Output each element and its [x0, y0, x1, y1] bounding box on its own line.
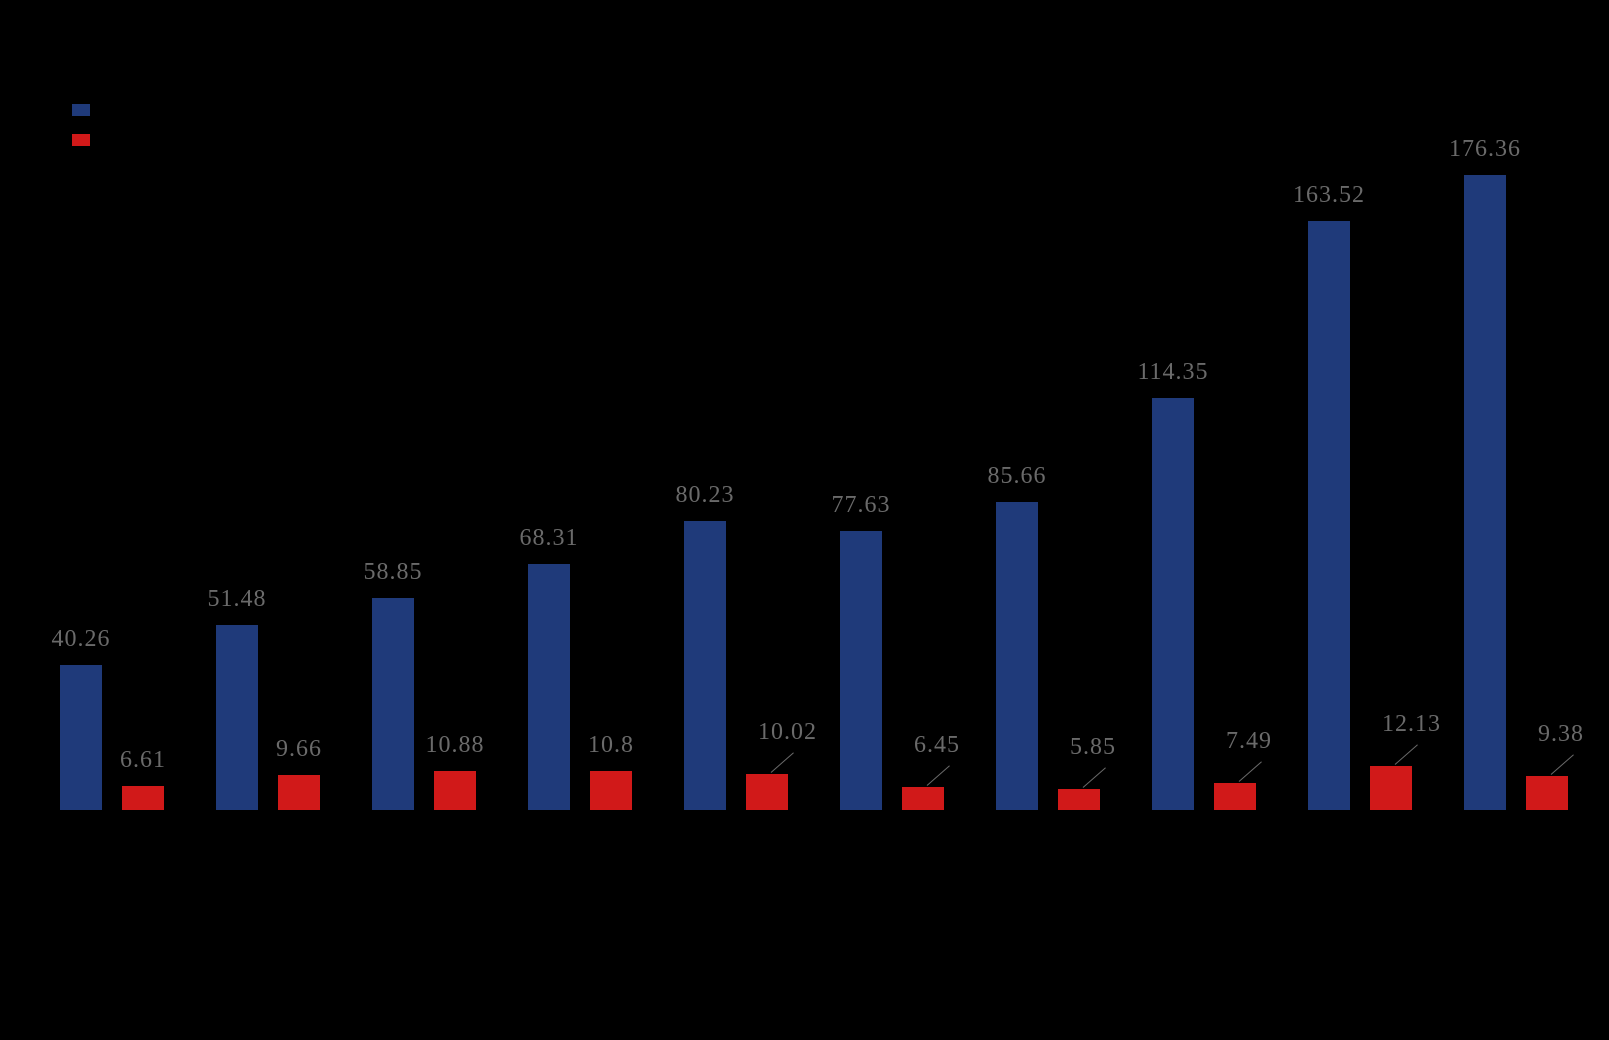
leader-line	[927, 765, 950, 786]
bar-series-b	[1058, 789, 1100, 810]
bar-label-a: 114.35	[1113, 359, 1233, 386]
plot-area: 40.26 6.61 51.48 9.66 58.85 10.88 68.31 10.8 80.…	[10, 0, 1599, 1040]
bar-series-b	[1214, 783, 1256, 810]
bar-label-b: 9.66	[239, 736, 359, 763]
bar-series-a	[1152, 398, 1194, 810]
bar-label-b: 6.61	[83, 747, 203, 774]
leader-line	[1551, 754, 1574, 775]
bar-label-a: 80.23	[645, 482, 765, 509]
bar-label-a: 51.48	[177, 586, 297, 613]
bar-label-a: 58.85	[333, 559, 453, 586]
bar-series-b	[746, 774, 788, 810]
bar-label-a: 40.26	[21, 626, 141, 653]
bar-series-a	[216, 625, 258, 810]
bar-series-a	[996, 502, 1038, 810]
bar-label-a: 176.36	[1425, 136, 1545, 163]
bar-chart: 40.26 6.61 51.48 9.66 58.85 10.88 68.31 10.8 80.…	[0, 0, 1609, 1040]
bar-label-b: 10.88	[395, 732, 515, 759]
bar-series-b	[122, 786, 164, 810]
bar-label-a: 85.66	[957, 463, 1077, 490]
bar-series-b	[902, 787, 944, 810]
leader-line	[1083, 767, 1106, 788]
bar-series-a	[1308, 221, 1350, 810]
bar-label-a: 163.52	[1269, 182, 1389, 209]
bar-series-a	[60, 665, 102, 810]
bar-series-b	[434, 771, 476, 810]
bar-label-b: 9.38	[1538, 721, 1609, 748]
bar-series-b	[590, 771, 632, 810]
leader-line	[1395, 744, 1418, 765]
leader-line	[1239, 761, 1262, 782]
bar-series-a	[372, 598, 414, 810]
bar-series-a	[684, 521, 726, 810]
bar-series-b	[1370, 766, 1412, 810]
bar-label-a: 77.63	[801, 492, 921, 519]
bar-label-b: 10.8	[551, 732, 671, 759]
bar-series-a	[840, 531, 882, 810]
bar-series-a	[1464, 175, 1506, 810]
bar-series-a	[528, 564, 570, 810]
leader-line	[771, 752, 794, 773]
bar-series-b	[278, 775, 320, 810]
bar-label-a: 68.31	[489, 525, 609, 552]
bar-series-b	[1526, 776, 1568, 810]
